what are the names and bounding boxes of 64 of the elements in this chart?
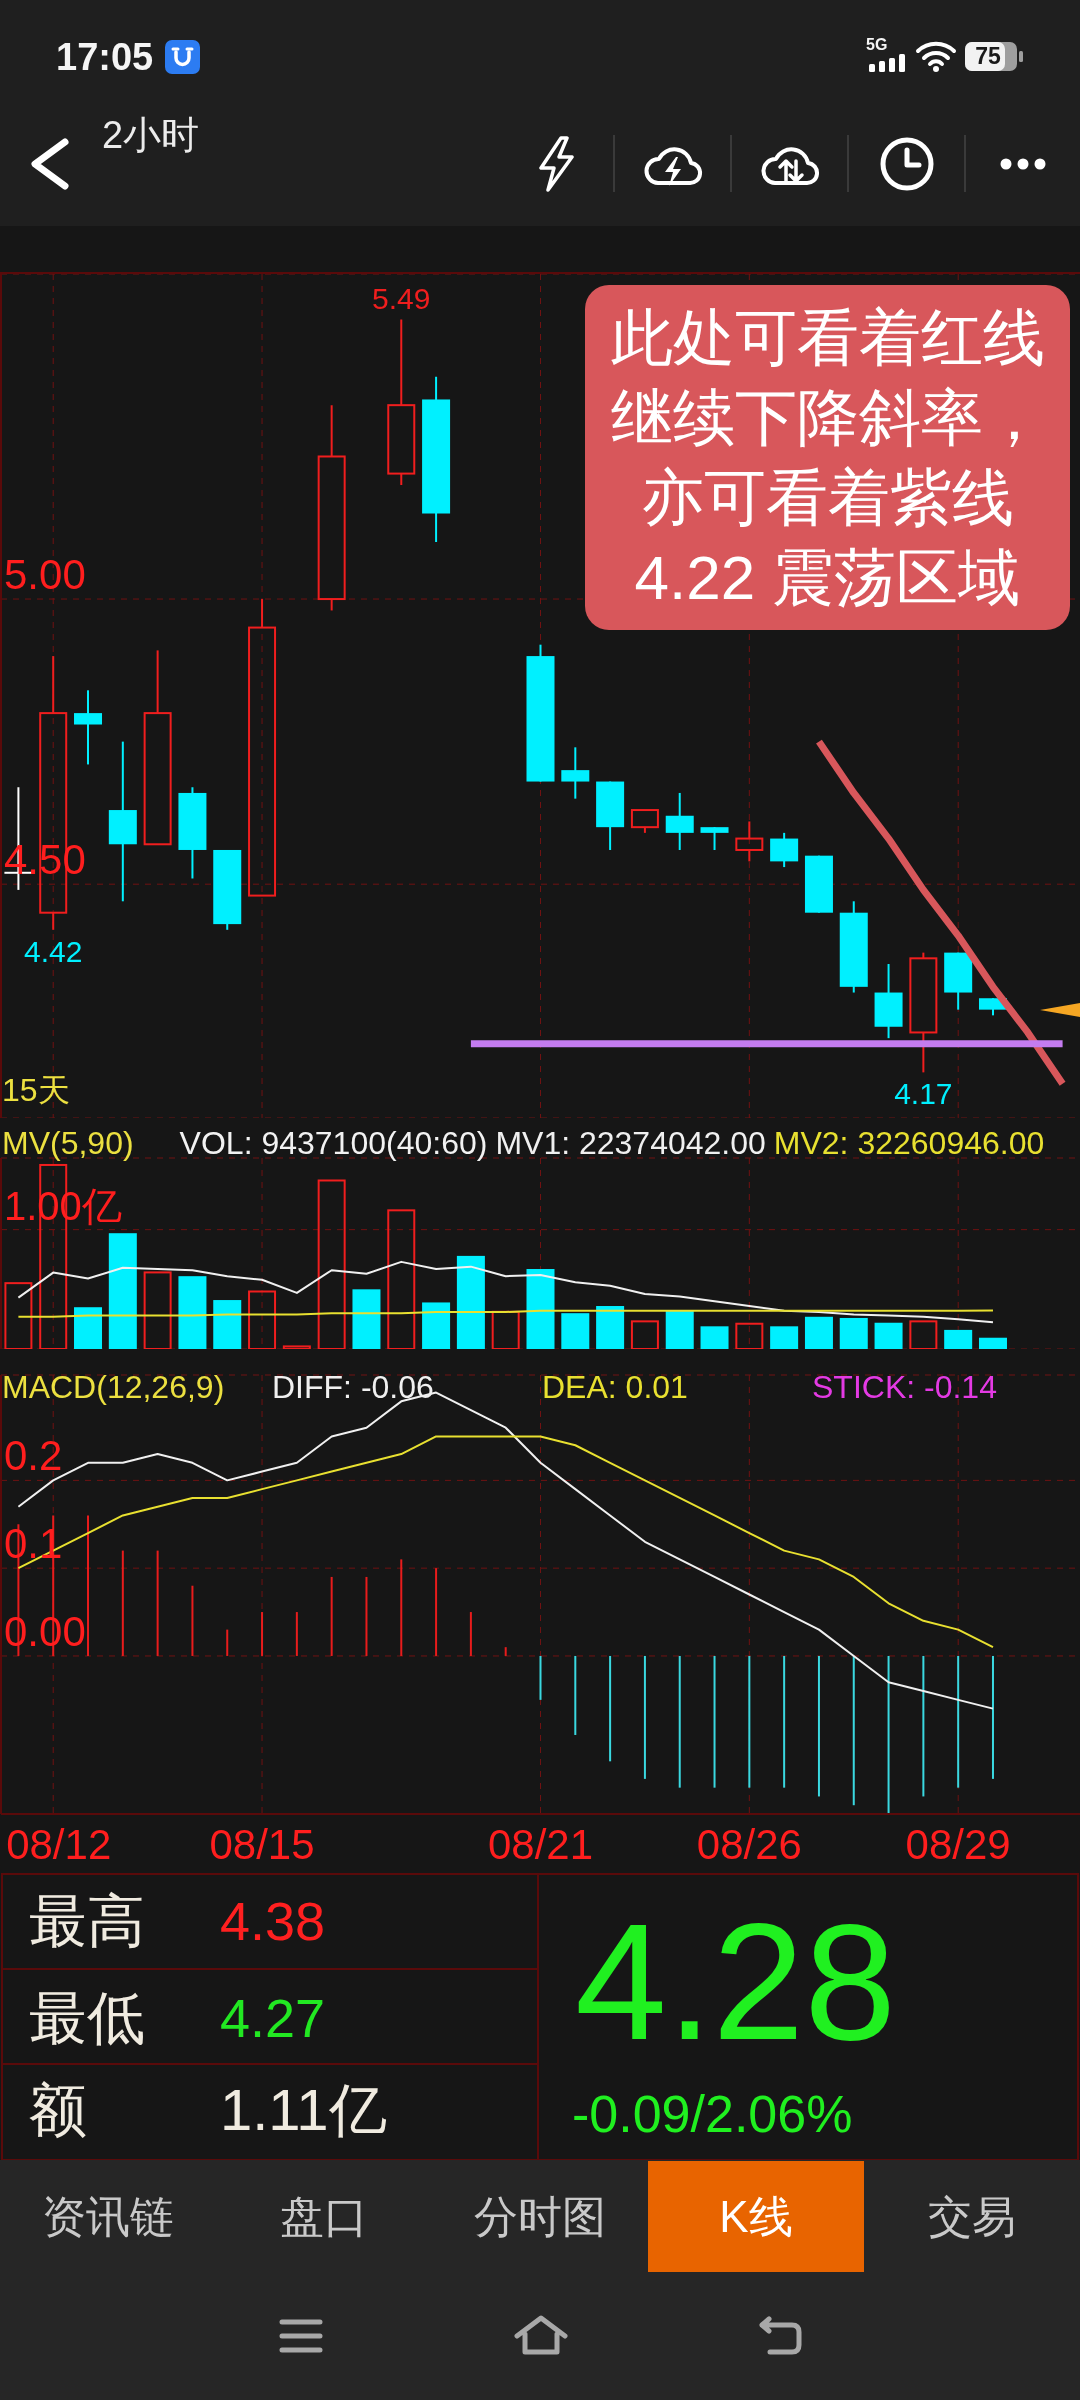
chart-title: MV(5,90): [2, 1125, 134, 1161]
annotation: 5.49: [372, 281, 431, 315]
series-label: DIFF: -0.06: [272, 1369, 434, 1405]
bar: [596, 1306, 625, 1349]
annotation: VOL: 9437100(40:60): [179, 1125, 488, 1161]
text: MV1: 22374042.00: [495, 1125, 766, 1161]
series-label: DEA: 0.01: [542, 1369, 688, 1405]
bar: [630, 1320, 659, 1349]
bar: [665, 1310, 694, 1349]
text: 5G: [866, 36, 888, 53]
annotation: STICK: -0.14: [812, 1369, 997, 1405]
bar: [804, 1316, 833, 1349]
text: 17:05: [56, 36, 154, 78]
annotation: 4.17: [894, 1077, 953, 1111]
bar: [944, 1329, 973, 1349]
text: 最低: [29, 1985, 145, 2050]
text: MV2: 32260946.00: [773, 1125, 1045, 1161]
text: -0.09/2.06%: [572, 2085, 853, 2143]
bar: [387, 1209, 416, 1349]
bar: [282, 1345, 311, 1349]
text: 4.27: [220, 1988, 326, 2048]
bar: [248, 1290, 277, 1349]
bar: [561, 1313, 590, 1349]
text: 额: [29, 2077, 87, 2142]
x-tick-label: 08/15: [209, 1820, 315, 1868]
bar: [839, 1317, 868, 1349]
text: 最高: [29, 1888, 145, 1953]
text: 1.11亿: [220, 2077, 387, 2142]
y-tick-label: 0.2: [4, 1432, 63, 1480]
text: 4.28: [575, 1890, 897, 2074]
bar: [909, 1320, 938, 1349]
bar: [422, 1302, 451, 1349]
x-tick-label: 08/12: [6, 1820, 112, 1868]
bar: [143, 1271, 172, 1349]
bar: [735, 1322, 764, 1349]
bar: [178, 1276, 207, 1349]
bar: [352, 1289, 381, 1349]
text: 资讯链: [42, 2192, 174, 2241]
bar: [770, 1326, 799, 1349]
bar: [74, 1307, 103, 1349]
x-tick-label: 08/29: [905, 1820, 1011, 1868]
bar: [108, 1233, 137, 1349]
annotation: 15天: [2, 1072, 70, 1108]
text: 盘口: [280, 2192, 368, 2241]
bar: [526, 1269, 555, 1349]
bar: [978, 1337, 1007, 1349]
x-tick-label: 08/21: [487, 1820, 594, 1868]
text: 交易: [928, 2192, 1016, 2241]
text: 分时图: [474, 2192, 606, 2241]
text: 75: [968, 43, 1008, 69]
text: 4.38: [220, 1891, 326, 1951]
bar: [456, 1255, 485, 1349]
bar: [317, 1179, 346, 1349]
bar: [213, 1300, 242, 1349]
bar: [874, 1322, 903, 1349]
bar: [700, 1326, 729, 1349]
text: 2小时: [102, 114, 200, 156]
chart-title: MACD(12,26,9): [2, 1369, 225, 1405]
annotation: 4.42: [24, 934, 83, 968]
bar: [4, 1282, 33, 1349]
x-tick-label: 08/26: [696, 1820, 802, 1868]
text: K线: [719, 2192, 793, 2241]
y-tick-label: 5.00: [4, 551, 86, 599]
annotation: 此处可看着红线继续下降斜率，亦可看着紫线 4.22 震荡区域: [609, 301, 1046, 614]
